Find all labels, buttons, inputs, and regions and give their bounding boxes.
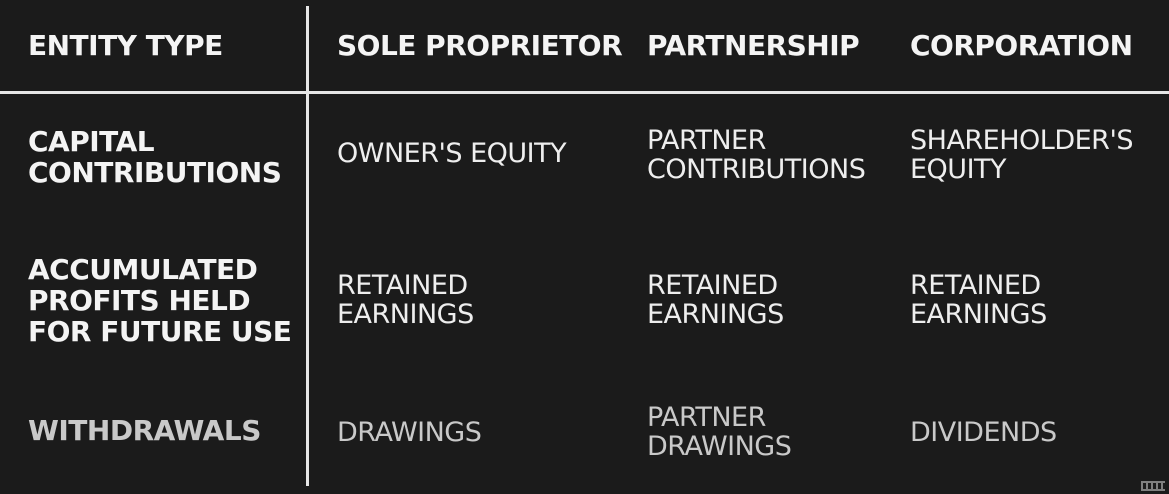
cell-withdrawals-partnership: PARTNER DRAWINGS [647, 402, 792, 462]
cell-profits-sole-proprietor: RETAINED EARNINGS [337, 270, 474, 330]
column-divider [306, 6, 309, 486]
cell-profits-partnership: RETAINED EARNINGS [647, 270, 784, 330]
row-label-capital-contributions: CAPITAL CONTRIBUTIONS [28, 125, 282, 189]
header-entity-type: ENTITY TYPE [28, 29, 223, 62]
header-partnership: PARTNERSHIP [647, 29, 860, 62]
cell-capital-sole-proprietor: OWNER'S EQUITY [337, 138, 567, 169]
cell-profits-corporation: RETAINED EARNINGS [910, 270, 1047, 330]
cell-capital-partnership: PARTNER CONTRIBUTIONS [647, 125, 866, 185]
header-sole-proprietor: SOLE PROPRIETOR [337, 29, 623, 62]
cell-withdrawals-sole-proprietor: DRAWINGS [337, 417, 482, 448]
cell-withdrawals-corporation: DIVIDENDS [910, 417, 1057, 448]
header-corporation: CORPORATION [910, 29, 1133, 62]
scrubber-handle-icon[interactable] [1141, 481, 1165, 491]
row-label-accumulated-profits: ACCUMULATED PROFITS HELD FOR FUTURE USE [28, 253, 292, 348]
cell-capital-corporation: SHAREHOLDER'S EQUITY [910, 125, 1134, 185]
row-label-withdrawals: WITHDRAWALS [28, 414, 261, 447]
header-divider [0, 91, 1169, 94]
